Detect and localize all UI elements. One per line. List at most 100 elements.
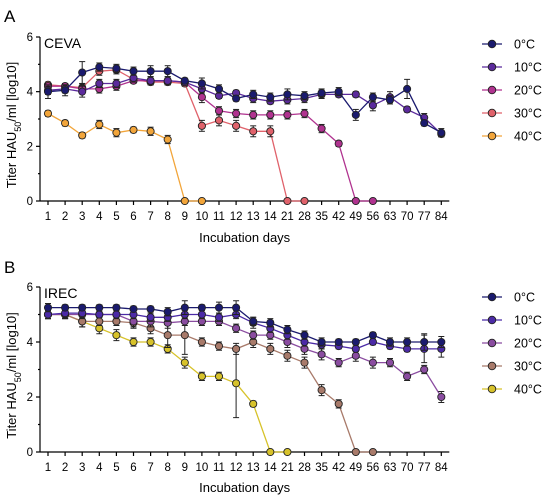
y-axis-label: Titer HAU50/ml [log10]: [4, 312, 23, 439]
data-point: [232, 344, 241, 353]
data-point: [95, 79, 104, 88]
data-point: [95, 120, 104, 129]
x-tick-label: 21: [281, 211, 294, 223]
x-tick-label: 6: [130, 211, 136, 223]
legend-item: 0°C: [482, 38, 535, 52]
data-point: [214, 342, 224, 351]
data-point: [385, 95, 395, 104]
data-point: [351, 196, 360, 206]
data-point: [368, 337, 377, 347]
data-point: [112, 64, 121, 73]
data-point: [61, 303, 70, 312]
data-point: [78, 87, 87, 96]
x-tick-label: 13: [247, 462, 260, 474]
data-point: [283, 325, 292, 334]
x-tick-label: 11: [213, 462, 225, 474]
panel-letter: B: [4, 258, 15, 277]
legend-marker: [487, 62, 497, 72]
data-point: [317, 124, 326, 133]
y-tick-label: 6: [27, 282, 33, 294]
data-point: [146, 313, 155, 322]
series-30c: [43, 309, 377, 457]
data-point: [351, 90, 360, 99]
x-tick-label: 49: [349, 211, 362, 223]
data-point: [283, 90, 292, 99]
legend-item: 10°C: [482, 61, 542, 75]
x-tick-label: 7: [147, 211, 153, 223]
data-point: [249, 127, 258, 136]
data-point: [300, 358, 309, 367]
data-point: [180, 303, 189, 312]
x-tick-label: 77: [418, 211, 431, 223]
legend-item: 30°C: [482, 360, 542, 374]
data-point: [334, 399, 343, 408]
x-tick-label: 3: [79, 462, 85, 474]
x-tick-label: 11: [213, 211, 225, 223]
data-point: [437, 392, 446, 402]
data-point: [368, 447, 377, 457]
legend-marker: [487, 361, 497, 371]
data-point: [385, 358, 395, 367]
data-point: [317, 337, 326, 347]
x-tick-label: 70: [401, 462, 414, 474]
data-point: [266, 447, 275, 457]
data-point: [197, 303, 206, 312]
data-point: [283, 110, 292, 119]
data-point: [403, 372, 412, 381]
data-point: [197, 79, 206, 88]
x-tick-label: 84: [435, 462, 448, 474]
data-point: [197, 310, 206, 319]
data-point: [317, 88, 326, 98]
data-point: [283, 447, 292, 457]
data-point: [146, 304, 155, 314]
data-point: [334, 139, 343, 148]
data-point: [112, 128, 121, 137]
data-point: [351, 447, 360, 457]
legend-marker: [487, 315, 497, 325]
series-40c: [43, 109, 206, 206]
data-point: [420, 365, 429, 374]
data-point: [368, 358, 377, 367]
x-tick-label: 12: [230, 211, 243, 223]
data-point: [232, 303, 241, 312]
data-point: [437, 337, 446, 347]
data-point: [95, 310, 104, 319]
x-tick-label: 63: [384, 462, 397, 474]
data-point: [43, 87, 53, 96]
x-tick-label: 28: [298, 462, 311, 474]
data-point: [368, 93, 377, 102]
legend-marker: [487, 338, 497, 348]
data-point: [180, 196, 189, 206]
data-point: [385, 337, 395, 347]
x-tick-label: 49: [349, 462, 362, 474]
data-point: [351, 110, 360, 119]
x-tick-label: 2: [62, 211, 68, 223]
panel-letter: A: [4, 7, 16, 26]
x-tick-label: 14: [264, 462, 277, 474]
data-point: [249, 90, 258, 99]
x-tick-label: 12: [230, 462, 243, 474]
legend-label: 40°C: [514, 383, 542, 397]
data-point: [146, 127, 155, 136]
data-point: [420, 119, 429, 128]
data-point: [95, 303, 104, 312]
x-tick-label: 5: [113, 462, 119, 474]
legend-item: 40°C: [482, 383, 542, 397]
data-point: [214, 303, 224, 312]
x-tick-label: 14: [264, 211, 277, 223]
legend-item: 20°C: [482, 84, 542, 98]
x-axis-label: Incubation days: [199, 480, 291, 495]
x-tick-label: 1: [45, 462, 51, 474]
data-point: [403, 84, 412, 93]
y-tick-label: 2: [27, 392, 33, 404]
data-point: [317, 350, 326, 359]
series-20c: [43, 76, 377, 206]
data-point: [266, 344, 275, 353]
data-point: [112, 79, 121, 88]
legend-marker: [487, 85, 497, 95]
data-point: [283, 196, 292, 206]
data-point: [249, 317, 258, 326]
x-tick-label: 1: [45, 211, 51, 223]
